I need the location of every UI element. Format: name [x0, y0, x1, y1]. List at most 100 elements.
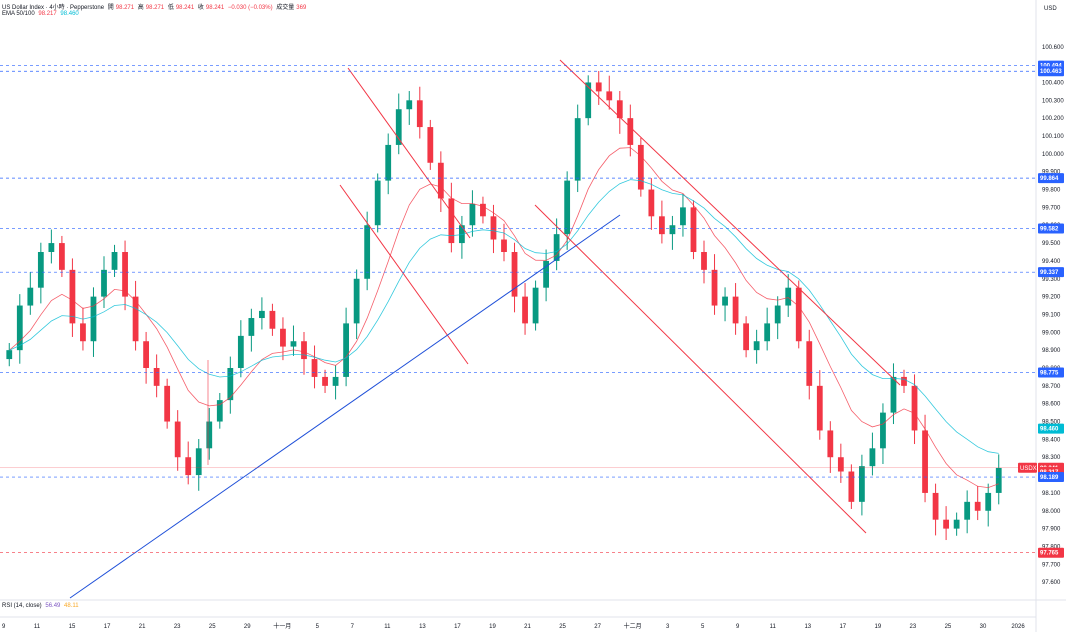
- candle-body: [143, 341, 149, 368]
- x-tick-label: 11: [384, 624, 391, 630]
- candle-body: [301, 341, 307, 360]
- candle-body: [848, 471, 855, 502]
- x-tick-label: 5: [701, 624, 705, 630]
- ema50-value: 98.217: [38, 11, 57, 17]
- candle-body: [806, 341, 813, 386]
- candle-body: [890, 376, 897, 413]
- ema100-line: [9, 179, 999, 454]
- x-tick-label: 9: [736, 624, 740, 630]
- candle-body: [743, 323, 749, 351]
- x-tick-label: 13: [804, 624, 811, 630]
- x-tick-label: 29: [244, 624, 251, 630]
- channel-line: [339, 184, 469, 365]
- ema-label: EMA 50/100: [2, 11, 35, 17]
- candle-body: [185, 457, 192, 476]
- candle-body: [174, 421, 181, 458]
- symbol-price-tag: [1018, 462, 1037, 473]
- level-label: 99.582: [1040, 226, 1059, 232]
- y-tick-label: 99.400: [1042, 259, 1061, 265]
- y-tick-label: 98.400: [1042, 437, 1061, 443]
- candle-body: [69, 269, 76, 324]
- candle-body: [501, 239, 507, 252]
- high-label: 高: [137, 5, 144, 11]
- candle-body: [237, 335, 244, 368]
- x-tick-label: 27: [594, 624, 601, 630]
- candle-body: [922, 430, 928, 493]
- candle-body: [227, 368, 234, 401]
- level-label: 98.775: [1040, 370, 1059, 376]
- level-label: 98.460: [1040, 427, 1059, 433]
- candle-body: [911, 385, 918, 431]
- candle-body: [564, 180, 571, 235]
- candle-body: [111, 252, 118, 270]
- candle-body: [943, 519, 949, 529]
- candle-body: [964, 501, 971, 520]
- y-tick-label: 97.900: [1042, 527, 1061, 533]
- x-tick-label: 17: [104, 624, 111, 630]
- candle-body: [153, 368, 160, 386]
- y-tick-label: 100.600: [1042, 45, 1064, 51]
- level-label: 97.765: [1040, 551, 1059, 557]
- y-tick-label: 99.900: [1042, 170, 1061, 176]
- level-tag: [1038, 367, 1064, 378]
- y-tick-label: 100.200: [1042, 116, 1064, 122]
- header-legend: US Dollar Index · 4小時 · Pepperstone 開 98.…: [2, 2, 308, 11]
- candle-body: [206, 421, 213, 449]
- volume-value: 369: [296, 5, 307, 11]
- level-tag: [1038, 423, 1064, 434]
- candle-body: [448, 198, 455, 244]
- x-tick-label: 17: [839, 624, 846, 630]
- channel-line: [534, 204, 867, 534]
- candle-body: [511, 252, 518, 297]
- candle-body: [395, 109, 402, 145]
- candle-body: [27, 287, 34, 306]
- candle-body: [90, 296, 97, 342]
- ema-legend[interactable]: EMA 50/100 98.217 98.460: [2, 11, 81, 17]
- candle-body: [785, 287, 792, 306]
- candle-body: [311, 359, 318, 377]
- y-tick-label: 98.000: [1042, 509, 1061, 515]
- symbol-title: US Dollar Index · 4小時 · Pepperstone: [2, 5, 105, 11]
- candle-body: [437, 162, 444, 199]
- candle-body: [869, 448, 876, 467]
- price-axis-currency: USD: [1044, 6, 1057, 12]
- candle-body: [722, 296, 728, 306]
- candle-body: [48, 243, 55, 252]
- candle-body: [880, 412, 886, 449]
- candle-body: [574, 118, 581, 181]
- level-tag: [1038, 66, 1064, 77]
- y-tick-label: 98.900: [1042, 348, 1061, 354]
- candle-body: [953, 519, 960, 529]
- candle-body: [59, 243, 65, 270]
- candle-body: [985, 492, 992, 511]
- rsi-value-1: 56.49: [45, 603, 61, 609]
- y-tick-label: 98.600: [1042, 402, 1061, 408]
- close-value: 98.241: [205, 5, 225, 11]
- ema50-line: [9, 147, 999, 489]
- rsi-legend[interactable]: RSI (14, close) 56.49 48.11: [2, 603, 81, 609]
- candle-body: [16, 305, 23, 351]
- level-label: 99.337: [1040, 270, 1059, 276]
- y-tick-label: 97.700: [1042, 562, 1061, 568]
- open-value: 98.271: [115, 5, 135, 11]
- candle-body: [195, 448, 202, 476]
- candle-body: [101, 269, 107, 297]
- level-label: 98.189: [1040, 475, 1059, 481]
- x-tick-label: 25: [559, 624, 566, 630]
- x-tick-label: 15: [69, 624, 76, 630]
- y-tick-label: 98.500: [1042, 420, 1061, 426]
- candle-body: [332, 376, 339, 386]
- x-tick-label: 23: [174, 624, 181, 630]
- y-tick-label: 100.300: [1042, 98, 1064, 104]
- candle-body: [132, 296, 139, 342]
- candle-body: [553, 234, 560, 261]
- y-tick-label: 98.100: [1042, 491, 1061, 497]
- level-tag: [1038, 472, 1064, 483]
- y-tick-label: 99.000: [1042, 330, 1061, 336]
- candle-body: [469, 203, 476, 226]
- level-tag: [1038, 547, 1064, 558]
- candle-body: [732, 296, 739, 324]
- rsi-value-2: 48.11: [64, 603, 79, 609]
- x-tick-label: 十二月: [624, 622, 642, 630]
